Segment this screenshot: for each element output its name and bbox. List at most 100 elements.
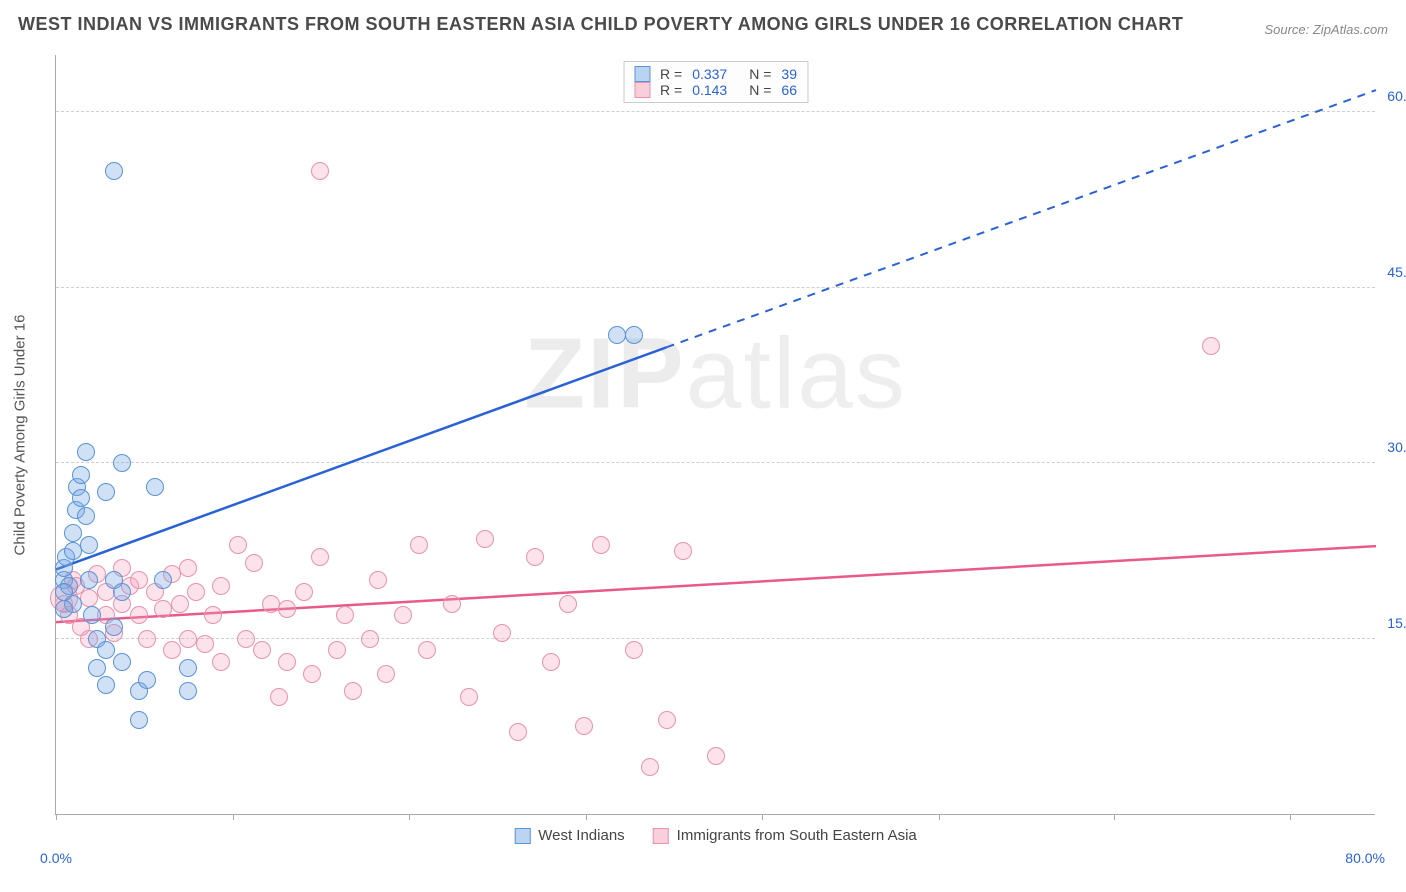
data-point: [64, 542, 82, 560]
data-point: [130, 606, 148, 624]
x-tick-mark: [233, 814, 234, 820]
data-point: [245, 554, 263, 572]
data-point: [493, 624, 511, 642]
n-value-blue: 39: [781, 66, 797, 82]
data-point: [97, 641, 115, 659]
r-label: R =: [660, 66, 682, 82]
data-point: [187, 583, 205, 601]
y-tick-label: 15.0%: [1387, 615, 1406, 631]
x-tick-mark: [939, 814, 940, 820]
data-point: [509, 723, 527, 741]
y-tick-label: 30.0%: [1387, 439, 1406, 455]
r-value-blue: 0.337: [692, 66, 727, 82]
data-point: [130, 711, 148, 729]
r-label: R =: [660, 82, 682, 98]
x-tick-max: 80.0%: [1345, 850, 1385, 866]
legend-swatch-pink-icon: [634, 82, 650, 98]
data-point: [641, 758, 659, 776]
legend-label-blue: West Indians: [538, 827, 624, 844]
correlation-legend: R = 0.337 N = 39 R = 0.143 N = 66: [623, 61, 808, 103]
data-point: [237, 630, 255, 648]
data-point: [77, 443, 95, 461]
data-point: [369, 571, 387, 589]
data-point: [559, 595, 577, 613]
data-point: [377, 665, 395, 683]
series-legend: West Indians Immigrants from South Easte…: [514, 827, 917, 844]
data-point: [83, 606, 101, 624]
data-point: [410, 536, 428, 554]
data-point: [625, 641, 643, 659]
trend-lines: [56, 55, 1375, 814]
data-point: [328, 641, 346, 659]
data-point: [105, 618, 123, 636]
n-label: N =: [749, 66, 771, 82]
data-point: [608, 326, 626, 344]
data-point: [130, 571, 148, 589]
data-point: [97, 483, 115, 501]
legend-label-pink: Immigrants from South Eastern Asia: [677, 827, 917, 844]
data-point: [575, 717, 593, 735]
data-point: [278, 600, 296, 618]
x-tick-mark: [56, 814, 57, 820]
data-point: [113, 454, 131, 472]
source-label: Source: ZipAtlas.com: [1264, 22, 1388, 37]
data-point: [253, 641, 271, 659]
data-point: [146, 478, 164, 496]
data-point: [179, 630, 197, 648]
data-point: [77, 507, 95, 525]
data-point: [163, 641, 181, 659]
data-point: [674, 542, 692, 560]
n-value-pink: 66: [781, 82, 797, 98]
y-axis-label: Child Poverty Among Girls Under 16: [12, 314, 29, 555]
data-point: [179, 682, 197, 700]
data-point: [80, 571, 98, 589]
data-point: [229, 536, 247, 554]
data-point: [311, 162, 329, 180]
legend-swatch-pink-icon: [653, 828, 669, 844]
y-tick-label: 60.0%: [1387, 88, 1406, 104]
x-tick-min: 0.0%: [40, 850, 72, 866]
x-tick-mark: [1290, 814, 1291, 820]
data-point: [460, 688, 478, 706]
data-point: [658, 711, 676, 729]
legend-swatch-blue-icon: [634, 66, 650, 82]
data-point: [154, 571, 172, 589]
data-point: [212, 577, 230, 595]
data-point: [212, 653, 230, 671]
data-point: [204, 606, 222, 624]
data-point: [154, 600, 172, 618]
data-point: [88, 659, 106, 677]
data-point: [55, 583, 73, 601]
data-point: [336, 606, 354, 624]
data-point: [72, 466, 90, 484]
data-point: [262, 595, 280, 613]
data-point: [592, 536, 610, 554]
data-point: [97, 676, 115, 694]
data-point: [179, 559, 197, 577]
data-point: [418, 641, 436, 659]
x-tick-mark: [586, 814, 587, 820]
legend-swatch-blue-icon: [514, 828, 530, 844]
chart-title: WEST INDIAN VS IMMIGRANTS FROM SOUTH EAS…: [18, 14, 1183, 35]
data-point: [625, 326, 643, 344]
data-point: [311, 548, 329, 566]
r-value-pink: 0.143: [692, 82, 727, 98]
data-point: [278, 653, 296, 671]
y-tick-label: 45.0%: [1387, 264, 1406, 280]
x-tick-mark: [409, 814, 410, 820]
data-point: [526, 548, 544, 566]
data-point: [113, 653, 131, 671]
data-point: [344, 682, 362, 700]
data-point: [80, 536, 98, 554]
data-point: [64, 524, 82, 542]
data-point: [171, 595, 189, 613]
data-point: [196, 635, 214, 653]
data-point: [303, 665, 321, 683]
data-point: [55, 600, 73, 618]
data-point: [707, 747, 725, 765]
data-point: [72, 489, 90, 507]
x-tick-mark: [1114, 814, 1115, 820]
x-tick-mark: [762, 814, 763, 820]
data-point: [138, 671, 156, 689]
data-point: [1202, 337, 1220, 355]
